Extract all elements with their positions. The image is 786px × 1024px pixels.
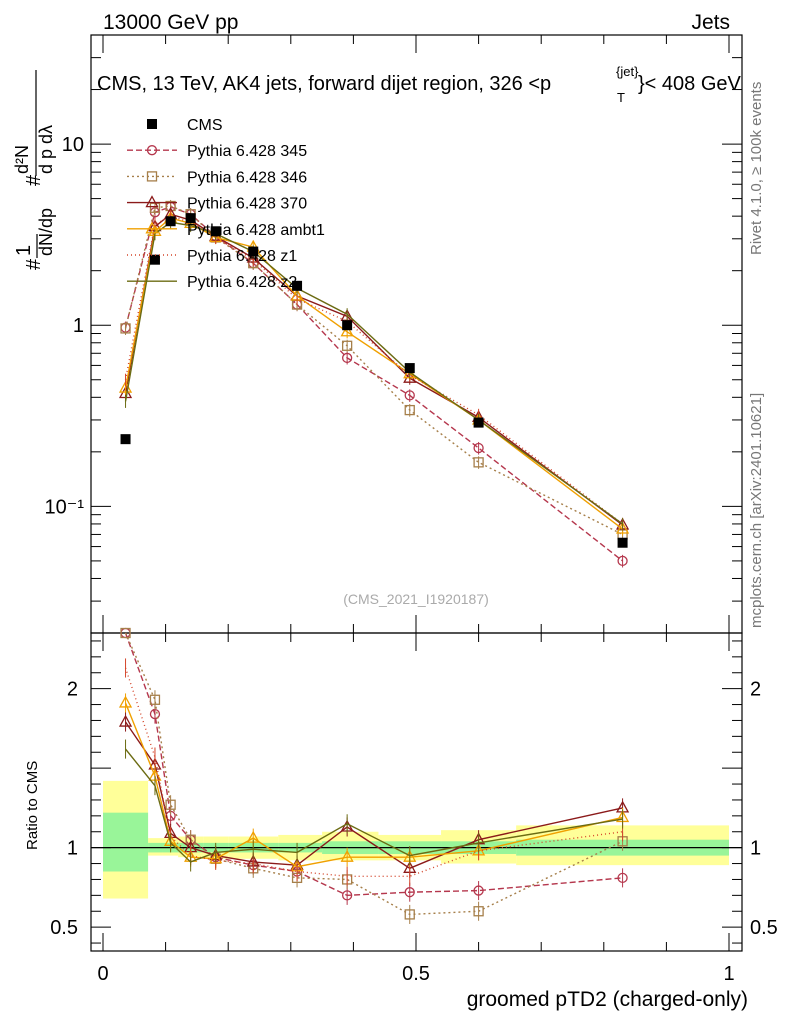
series-point-pythia-6-428-346 [473, 457, 484, 468]
ratio-panel-frame [90, 632, 743, 952]
x-tick-label: 0 [97, 963, 108, 985]
legend: CMS Pythia 6.428 345 Pythia 6.428 346 Pythi… [127, 117, 325, 291]
legend-label: Pythia 6.428 z1 [187, 248, 297, 265]
y-tick-label-ratio-right: 1 [750, 838, 761, 860]
svg-text:1: 1 [13, 245, 35, 256]
ratio-point-pythia-6-428-345 [404, 887, 415, 898]
cms-data-point [210, 226, 221, 237]
x-tick-label: 1 [723, 963, 734, 985]
y-axis-label-ratio: Ratio to CMS [24, 761, 41, 850]
series-point-pythia-6-428-ambt1 [340, 324, 354, 337]
header-left: 13000 GeV pp [103, 11, 238, 34]
series-point-pythia-6-428-346 [404, 404, 415, 416]
chart-title-sup: {jet} [616, 64, 639, 79]
series-point-pythia-6-428-345 [617, 555, 628, 567]
ratio-point-pythia-6-428-346 [404, 909, 415, 920]
legend-marker [146, 171, 158, 182]
ratio-point-pythia-6-428-346 [149, 694, 161, 705]
chart-title-sub: T [617, 90, 625, 105]
y-tick-label-ratio-right: 0.5 [750, 917, 778, 939]
cms-data-point [149, 254, 160, 265]
legend-label: Pythia 6.428 345 [187, 143, 307, 160]
tick-labels: 0 0.5 1 10⁻¹ 1 10 0.5 0.5 1 1 2 2 [45, 134, 778, 985]
y-tick-label-main: 1 [73, 315, 84, 337]
legend-marker [146, 145, 158, 156]
header-right: Jets [691, 11, 730, 34]
series-point-pythia-6-428-346 [120, 323, 131, 334]
ratio-line-pythia-6-428-346 [124, 632, 623, 916]
ratio-point-pythia-6-428-345 [473, 885, 484, 896]
mcplots-label: mcplots.cern.ch [arXiv:2401.10621] [748, 393, 765, 628]
y-tick-label-main: 10⁻¹ [45, 496, 85, 518]
series-point-pythia-6-428-ambt1 [615, 521, 630, 534]
svg-text:dN/dp: dN/dp [36, 208, 56, 256]
ratio-series-group [118, 627, 630, 924]
ratio-point-pythia-6-428-345 [149, 708, 161, 720]
cms-data-point [617, 537, 628, 548]
legend-label: Pythia 6.428 ambt1 [187, 222, 325, 239]
x-axis-label: groomed pTD2 (charged-only) [467, 988, 748, 1011]
cms-data-point [342, 320, 353, 331]
legend-marker [145, 221, 159, 234]
cms-data-point [120, 434, 131, 445]
series-point-pythia-6-428-345 [473, 442, 484, 454]
chart-title: CMS, 13 TeV, AK4 jets, forward dijet reg… [97, 64, 742, 105]
cms-data-point [248, 246, 259, 257]
svg-text:d²N: d²N [12, 145, 32, 174]
y-tick-label-ratio: 0.5 [50, 917, 78, 939]
y-tick-label-ratio-right: 2 [750, 679, 761, 701]
cms-data-point [404, 363, 415, 374]
ratio-bands [91, 780, 742, 899]
axis-ticks [91, 34, 742, 951]
svg-text:#: # [23, 258, 45, 270]
legend-label: Pythia 6.428 370 [187, 196, 307, 213]
ratio-point-pythia-6-428-ambt1 [340, 849, 354, 862]
y-tick-label-main: 10 [62, 134, 84, 156]
cms-data-point [165, 216, 176, 227]
legend-marker [145, 195, 159, 208]
ratio-point-pythia-6-428-346 [473, 906, 484, 917]
legend-label: CMS [187, 117, 223, 134]
ratio-point-pythia-6-428-ambt1 [118, 695, 133, 708]
legend-marker [147, 119, 157, 129]
cms-data-point [292, 280, 303, 291]
series-point-pythia-6-428-345 [404, 390, 415, 401]
series-point-pythia-6-428-345 [341, 352, 353, 364]
chart-title-main: CMS, 13 TeV, AK4 jets, forward dijet reg… [97, 73, 551, 95]
y-tick-label-ratio: 2 [67, 679, 78, 701]
ratio-point-pythia-6-428-345 [341, 890, 353, 901]
cms-data-point [185, 213, 196, 224]
ratio-point-pythia-6-428-346 [120, 627, 131, 639]
ratio-point-pythia-6-428-346 [165, 799, 176, 810]
main-series-group [118, 199, 630, 568]
stat-uncertainty-band [103, 812, 149, 872]
legend-label: Pythia 6.428 346 [187, 169, 307, 186]
analysis-id: (CMS_2021_I1920187) [343, 591, 489, 607]
series-line-pythia-6-428-z2 [124, 221, 623, 525]
legend-label: Pythia 6.428 z2 [187, 274, 297, 291]
x-tick-label: 0.5 [402, 963, 430, 985]
y-axis-label-main: # 1 dN/dp # d²N d p dλ [12, 70, 56, 270]
cms-data-point [473, 417, 484, 428]
y-tick-label-ratio: 1 [67, 838, 78, 860]
ratio-point-pythia-6-428-345 [617, 872, 628, 884]
chart-title-end: }< 408 GeV [638, 73, 742, 95]
svg-text:d p dλ: d p dλ [36, 125, 56, 174]
rivet-label: Rivet 4.1.0, ≥ 100k events [748, 82, 765, 255]
series-point-pythia-6-428-346 [341, 340, 353, 351]
svg-text:#: # [23, 174, 45, 186]
ratio-point-pythia-6-428-370 [118, 714, 133, 727]
